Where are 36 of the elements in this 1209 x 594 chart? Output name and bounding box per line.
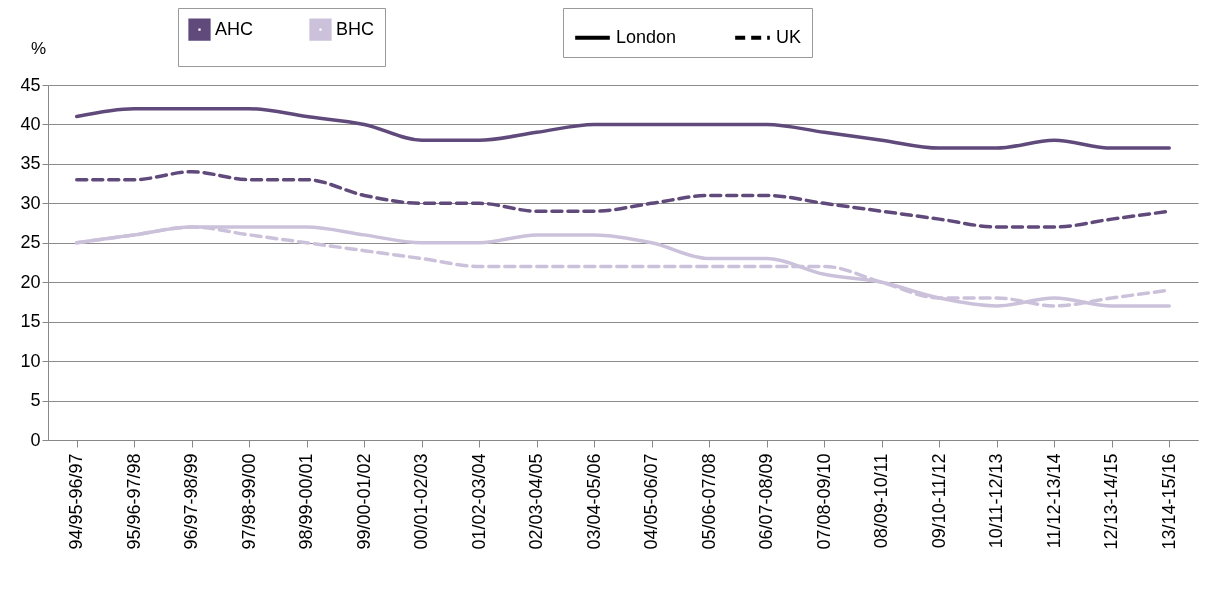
y-tick-label: 30 xyxy=(20,192,41,213)
x-tick-label: 02/03-04/05 xyxy=(526,453,547,550)
x-tick-label: 96/97-98/99 xyxy=(181,453,202,550)
x-tick-label: 12/13-14/15 xyxy=(1101,453,1122,550)
text: London xyxy=(616,26,677,47)
x-tick-label: 98/99-00/01 xyxy=(296,453,317,550)
y-axis-title: % xyxy=(30,38,47,58)
y-tick-label: 40 xyxy=(20,113,41,134)
y-tick-label: 0 xyxy=(30,429,41,450)
x-tick-label: 10/11-12/13 xyxy=(986,453,1007,549)
x-tick-label: 08/09-10/11 xyxy=(871,453,892,549)
x-tick-label: 07/08-09/10 xyxy=(813,453,834,550)
x-tick-label: 09/10-11/12 xyxy=(928,453,949,549)
legend-label: AHC xyxy=(215,18,254,39)
y-tick-label: 15 xyxy=(20,311,41,332)
y-tick-label: 5 xyxy=(30,390,41,411)
y-tick-label: 25 xyxy=(20,232,41,253)
x-tick-label: 06/07-08/09 xyxy=(756,453,777,550)
x-tick-label: 95/96-97/98 xyxy=(123,453,144,550)
x-tick-label: 94/95-96/97 xyxy=(66,453,87,550)
x-tick-label: 11/12-13/14 xyxy=(1043,453,1064,549)
x-tick-label: 04/05-06/07 xyxy=(641,453,662,550)
x-tick-label: 99/00-01/02 xyxy=(353,453,374,550)
x-tick-label: 13/14-15/16 xyxy=(1158,453,1179,550)
x-tick-label: 00/01-02/03 xyxy=(411,453,432,550)
x-tick-label: 03/04-05/06 xyxy=(583,453,604,550)
text: UK xyxy=(776,26,802,47)
y-tick-label: 20 xyxy=(20,271,41,292)
y-tick-label: 35 xyxy=(20,153,41,174)
legend-label: BHC xyxy=(336,18,375,39)
x-tick-label: 05/06-07/08 xyxy=(698,453,719,550)
line-series xyxy=(75,106,1171,150)
y-tick-label: 10 xyxy=(20,350,41,371)
y-tick-label: 45 xyxy=(20,74,41,95)
x-tick-label: 01/02-03/04 xyxy=(468,453,489,550)
x-tick-label: 97/98-99/00 xyxy=(238,453,259,550)
